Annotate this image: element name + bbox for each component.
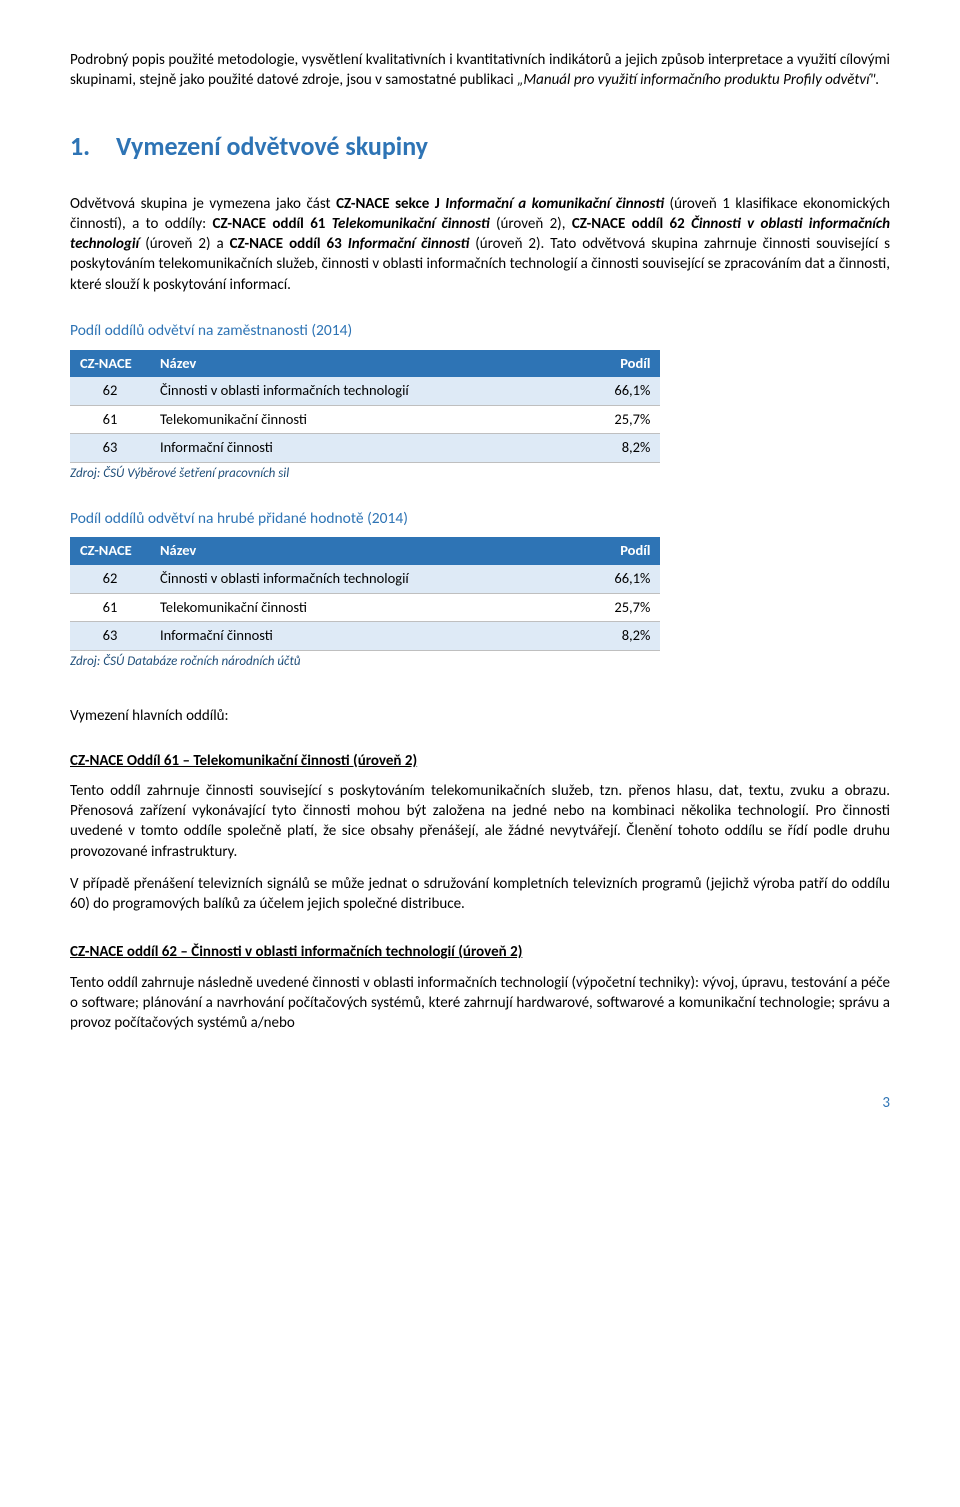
vymezeni-bi2: Telekomunikační činnosti — [332, 215, 490, 233]
cell-share: 8,2% — [580, 434, 660, 463]
gva-table: CZ-NACE Název Podíl 62 Činnosti v oblast… — [70, 537, 660, 650]
table-row: 63 Informační činnosti 8,2% — [70, 622, 660, 651]
employment-table: CZ-NACE Název Podíl 62 Činnosti v oblast… — [70, 350, 660, 463]
th-code: CZ-NACE — [70, 350, 150, 378]
employment-source: Zdroj: ČSÚ Výběrové šetření pracovních s… — [70, 465, 890, 483]
intro-paragraph: Podrobný popis použité metodologie, vysv… — [70, 50, 890, 91]
vymezeni-t1: Odvětvová skupina je vymezena jako část — [70, 195, 336, 213]
cell-code: 63 — [70, 622, 150, 651]
cell-code: 62 — [70, 565, 150, 593]
cell-name: Informační činnosti — [150, 434, 580, 463]
gva-source: Zdroj: ČSÚ Databáze ročních národních úč… — [70, 653, 890, 671]
oddil61-title: CZ-NACE Oddíl 61 – Telekomunikační činno… — [70, 751, 890, 771]
cell-share: 25,7% — [580, 593, 660, 622]
th-name: Název — [150, 350, 580, 378]
section-title: Vymezení odvětvové skupiny — [116, 130, 428, 162]
vymezeni-t3: (úroveň 2), — [490, 215, 572, 233]
vymezeni-t4: (úroveň 2) a — [139, 235, 229, 253]
cell-code: 62 — [70, 377, 150, 405]
table-row: 63 Informační činnosti 8,2% — [70, 434, 660, 463]
table-row: 61 Telekomunikační činnosti 25,7% — [70, 593, 660, 622]
oddil62-title: CZ-NACE oddíl 62 – Činnosti v oblasti in… — [70, 942, 890, 962]
section-number: 1. — [70, 129, 116, 164]
main-sections-title: Vymezení hlavních oddílů: — [70, 706, 890, 726]
vymezeni-b3: CZ-NACE oddíl 62 — [572, 215, 691, 233]
cell-name: Telekomunikační činnosti — [150, 593, 580, 622]
oddil62-p1: Tento oddíl zahrnuje následně uvedené či… — [70, 973, 890, 1034]
cell-name: Telekomunikační činnosti — [150, 405, 580, 434]
th-share: Podíl — [580, 350, 660, 378]
cell-name: Informační činnosti — [150, 622, 580, 651]
cell-share: 66,1% — [580, 377, 660, 405]
vymezeni-b4: CZ-NACE oddíl 63 — [230, 235, 348, 253]
oddil61-p2: V případě přenášení televizních signálů … — [70, 874, 890, 915]
cell-code: 63 — [70, 434, 150, 463]
employment-table-title: Podíl oddílů odvětví na zaměstnanosti (2… — [70, 321, 890, 342]
th-share: Podíl — [580, 537, 660, 565]
table-row: 62 Činnosti v oblasti informačních techn… — [70, 377, 660, 405]
vymezeni-b2: CZ-NACE oddíl 61 — [213, 215, 332, 233]
vymezeni-b1: CZ-NACE sekce J — [336, 195, 445, 213]
section-heading: 1.Vymezení odvětvové skupiny — [70, 129, 890, 164]
cell-share: 8,2% — [580, 622, 660, 651]
table-row: 61 Telekomunikační činnosti 25,7% — [70, 405, 660, 434]
vymezeni-bi1: Informační a komunikační činnosti — [445, 195, 664, 213]
cell-name: Činnosti v oblasti informačních technolo… — [150, 565, 580, 593]
cell-code: 61 — [70, 593, 150, 622]
page-number: 3 — [70, 1093, 890, 1113]
oddil61-p1: Tento oddíl zahrnuje činnosti souvisejíc… — [70, 781, 890, 862]
vymezeni-paragraph: Odvětvová skupina je vymezena jako část … — [70, 194, 890, 295]
th-code: CZ-NACE — [70, 537, 150, 565]
intro-italic: „Manuál pro využití informačního produkt… — [517, 71, 879, 89]
cell-share: 66,1% — [580, 565, 660, 593]
cell-name: Činnosti v oblasti informačních technolo… — [150, 377, 580, 405]
gva-table-title: Podíl oddílů odvětví na hrubé přidané ho… — [70, 509, 890, 530]
cell-code: 61 — [70, 405, 150, 434]
vymezeni-bi4: Informační činnosti — [348, 235, 470, 253]
cell-share: 25,7% — [580, 405, 660, 434]
th-name: Název — [150, 537, 580, 565]
table-row: 62 Činnosti v oblasti informačních techn… — [70, 565, 660, 593]
